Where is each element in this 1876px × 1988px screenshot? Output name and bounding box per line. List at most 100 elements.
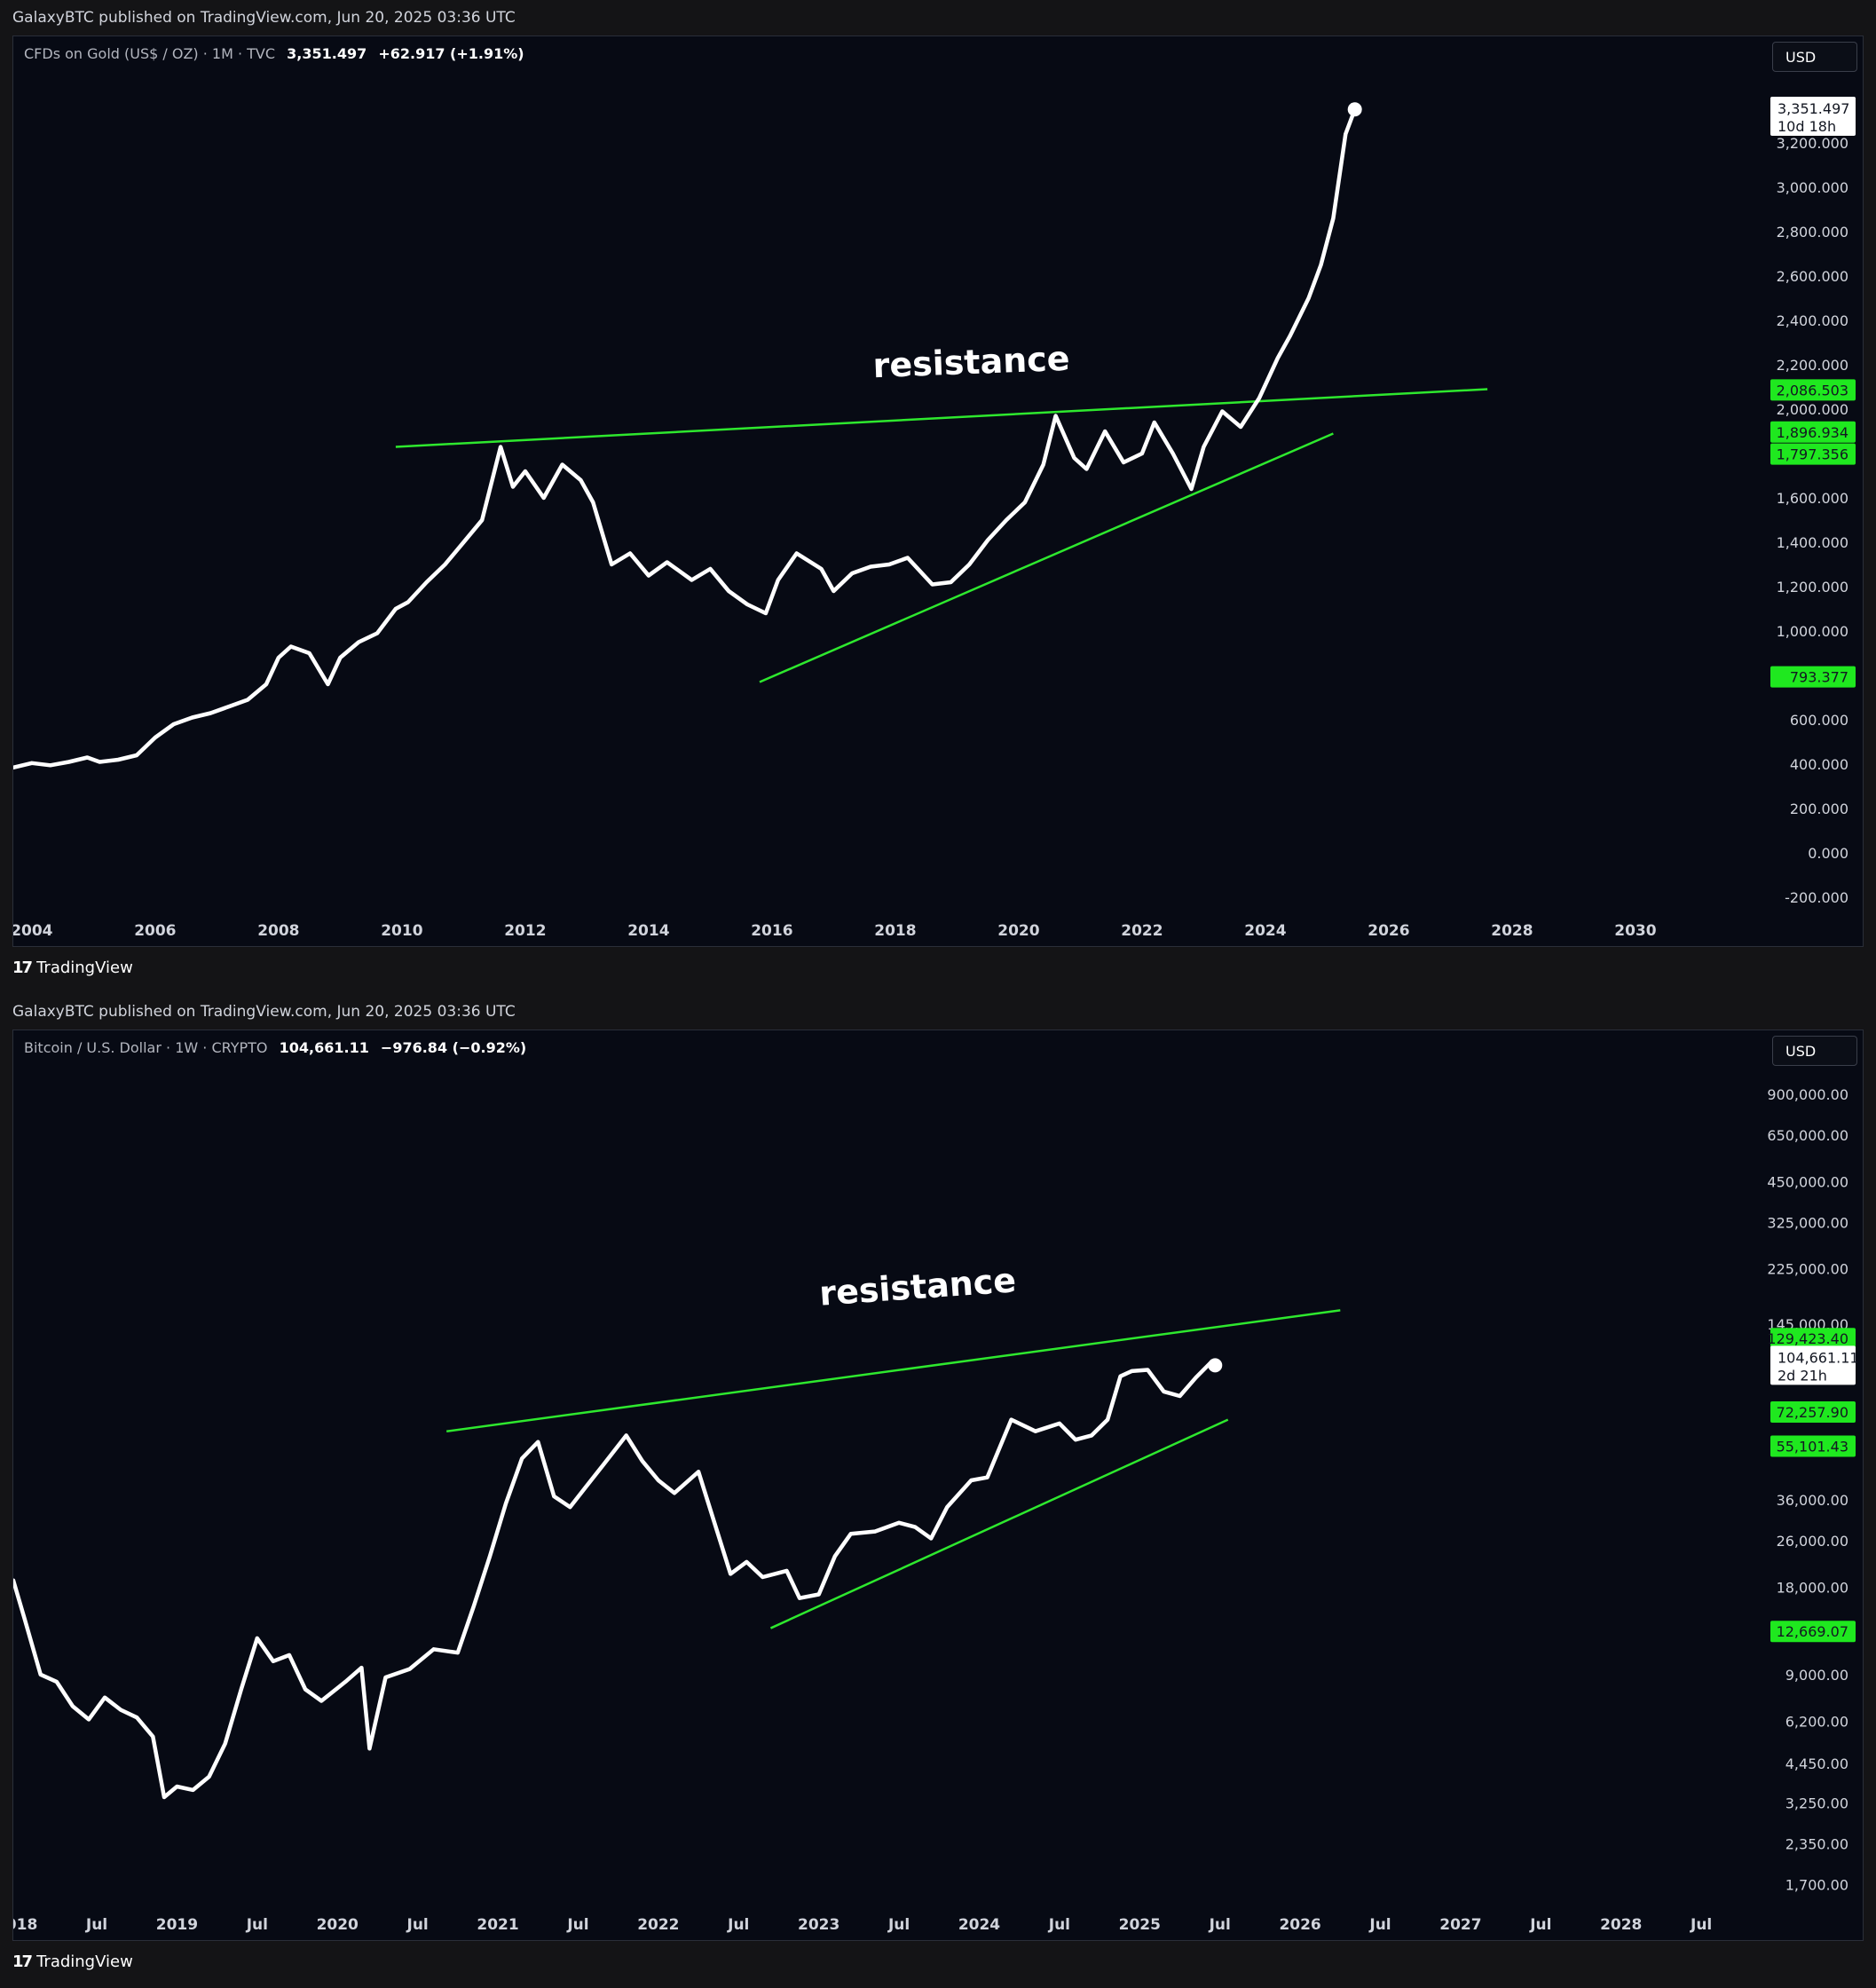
x-tick-label: 2024: [1244, 922, 1286, 940]
x-tick-label: Jul: [1368, 1916, 1391, 1934]
y-tick-label: 650,000.00: [1767, 1127, 1848, 1144]
resistance-label: resistance: [818, 1260, 1017, 1313]
symbol-legend: Bitcoin / U.S. Dollar · 1W · CRYPTO 104,…: [24, 1039, 526, 1056]
x-tick-label: 2008: [257, 922, 299, 940]
y-tick-label: 600.000: [1790, 712, 1848, 729]
x-tick-label: Jul: [1048, 1916, 1070, 1934]
resistance-trendline: [395, 388, 1488, 448]
x-tick-label: 2026: [1279, 1916, 1320, 1934]
gold-chart-panel[interactable]: CFDs on Gold (US$ / OZ) · 1M · TVC 3,351…: [12, 36, 1864, 947]
y-tick-label: 2,600.000: [1777, 268, 1848, 285]
price-level-label: 72,257.90: [1770, 1401, 1856, 1424]
brand-name: TradingView: [36, 958, 133, 977]
y-tick-label: 2,350.00: [1785, 1835, 1848, 1852]
y-tick-label: 1,600.000: [1777, 490, 1848, 507]
x-tick-label: Jul: [246, 1916, 268, 1934]
tradingview-footer[interactable]: 17 TradingView: [12, 1952, 133, 1971]
y-tick-label: 3,000.000: [1777, 179, 1848, 196]
price-level-label: 1,896.934: [1770, 421, 1856, 443]
x-tick-label: 2023: [798, 1916, 839, 1934]
resistance-label: resistance: [872, 339, 1070, 385]
y-tick-label: 3,250.00: [1785, 1795, 1848, 1811]
x-tick-label: 2027: [1439, 1916, 1481, 1934]
svg-text:2d 21h: 2d 21h: [1777, 1367, 1827, 1384]
price-line: [13, 107, 1357, 770]
x-tick-label: 2026: [1368, 922, 1409, 940]
svg-text:72,257.90: 72,257.90: [1777, 1404, 1848, 1421]
x-tick-label: 2012: [504, 922, 546, 940]
x-tick-label: Jul: [727, 1916, 749, 1934]
price-line: [13, 1359, 1218, 1800]
last-price: 104,661.11: [279, 1039, 369, 1056]
x-tick-label: 2022: [637, 1916, 679, 1934]
svg-text:10d 18h: 10d 18h: [1777, 118, 1836, 135]
bitcoin-chart-svg: 900,000.00 650,000.00 450,000.00 325,000.00…: [13, 1086, 1859, 1934]
y-tick-label: 400.000: [1790, 756, 1848, 773]
y-tick-label: 200.000: [1790, 801, 1848, 817]
x-tick-label: 2019: [156, 1916, 198, 1934]
gold-chart-svg: -200.000 0.000 200.000 400.000 600.000 1,000.…: [13, 97, 1856, 940]
x-tick-label: 2024: [958, 1916, 1000, 1934]
last-price-dot: [1347, 102, 1362, 117]
x-tick-label: Jul: [1529, 1916, 1551, 1934]
y-tick-label: -200.000: [1785, 889, 1848, 906]
price-change: −976.84 (−0.92%): [380, 1039, 527, 1056]
x-tick-label: Jul: [406, 1916, 429, 1934]
x-tick-label: 2004: [13, 922, 53, 940]
last-price: 3,351.497: [287, 45, 367, 62]
y-tick-label: 3,200.000: [1777, 135, 1848, 152]
x-tick-label: 2006: [134, 922, 176, 940]
y-tick-label: 1,200.000: [1777, 579, 1848, 596]
y-tick-label: 450,000.00: [1767, 1173, 1848, 1190]
price-level-label: 793.377: [1770, 666, 1856, 688]
support-trendline: [759, 432, 1334, 683]
y-tick-label: 2,200.000: [1777, 357, 1848, 374]
y-tick-label: 900,000.00: [1767, 1086, 1848, 1103]
symbol-name: CFDs on Gold (US$ / OZ) · 1M · TVC: [24, 45, 276, 62]
y-tick-label: 2,400.000: [1777, 312, 1848, 329]
y-tick-label: 4,450.00: [1785, 1755, 1848, 1772]
currency-selector[interactable]: USD: [1772, 1036, 1857, 1066]
svg-text:1,896.934: 1,896.934: [1777, 424, 1848, 441]
price-change: +62.917 (+1.91%): [378, 45, 524, 62]
last-price-dot: [1208, 1358, 1223, 1373]
y-tick-label: 2,800.000: [1777, 224, 1848, 241]
y-tick-label: 325,000.00: [1767, 1215, 1848, 1232]
y-tick-label: 1,400.000: [1777, 534, 1848, 551]
price-level-label: 12,669.07: [1770, 1621, 1856, 1643]
svg-text:1,797.356: 1,797.356: [1777, 446, 1848, 463]
y-tick-label: 225,000.00: [1767, 1261, 1848, 1278]
y-tick-label: 1,000.000: [1777, 623, 1848, 640]
brand-name: TradingView: [36, 1952, 133, 1971]
x-tick-label: 2010: [381, 922, 422, 940]
x-tick-label: 2028: [1491, 922, 1533, 940]
x-tick-label: 2018: [874, 922, 916, 940]
x-tick-label: Jul: [566, 1916, 588, 1934]
y-tick-label: 2,000.000: [1777, 401, 1848, 418]
y-tick-label: 18,000.00: [1777, 1579, 1848, 1596]
price-level-label: 55,101.43: [1770, 1435, 1856, 1457]
x-tick-label: Jul: [85, 1916, 107, 1934]
y-tick-label: 36,000.00: [1777, 1492, 1848, 1509]
tradingview-footer[interactable]: 17 TradingView: [12, 958, 133, 977]
price-level-label: 1,797.356: [1770, 443, 1856, 465]
x-tick-label: Jul: [887, 1916, 910, 1934]
currency-selector[interactable]: USD: [1772, 42, 1857, 72]
resistance-trendline: [446, 1309, 1341, 1432]
x-tick-label: 2030: [1614, 922, 1656, 940]
y-tick-label: 1,700.00: [1785, 1876, 1848, 1893]
bitcoin-chart-panel[interactable]: Bitcoin / U.S. Dollar · 1W · CRYPTO 104,…: [12, 1030, 1864, 1941]
svg-text:793.377: 793.377: [1790, 669, 1848, 686]
x-tick-label: 2021: [477, 1916, 518, 1934]
x-tick-label: Jul: [1209, 1916, 1231, 1934]
price-level-label: 129,423.40: [1767, 1328, 1856, 1350]
y-tick-label: 6,200.00: [1785, 1714, 1848, 1731]
symbol-legend: CFDs on Gold (US$ / OZ) · 1M · TVC 3,351…: [24, 45, 524, 62]
svg-text:3,351.497: 3,351.497: [1777, 100, 1849, 117]
support-trendline: [769, 1418, 1229, 1629]
x-tick-label: 2014: [627, 922, 669, 940]
x-tick-label: 2020: [317, 1916, 359, 1934]
x-tick-label: 2020: [997, 922, 1039, 940]
